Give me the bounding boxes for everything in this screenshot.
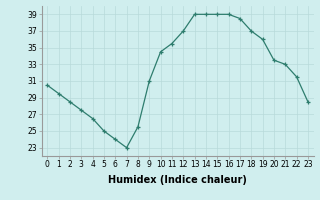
X-axis label: Humidex (Indice chaleur): Humidex (Indice chaleur)	[108, 175, 247, 185]
